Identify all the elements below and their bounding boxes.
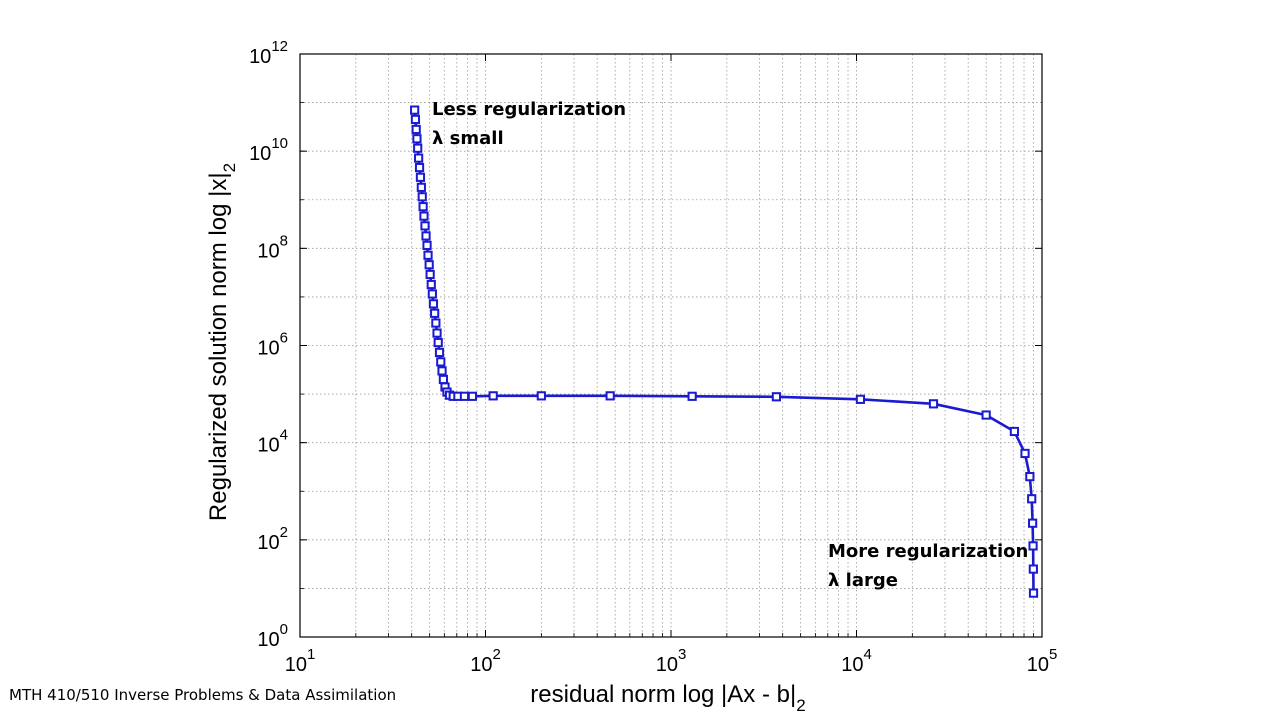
data-point-marker: [432, 328, 442, 338]
data-point-marker: [415, 172, 426, 182]
data-point-marker: [437, 366, 447, 376]
y-tick-label: 100: [257, 621, 288, 651]
data-point-marker: [419, 211, 429, 221]
data-point-marker: [438, 374, 449, 385]
data-point-marker: [411, 124, 421, 135]
data-point-marker: [1020, 448, 1030, 459]
y-tick-label: 108: [257, 232, 288, 262]
data-point-marker: [414, 162, 425, 173]
data-point-marker: [459, 391, 470, 401]
series-curve: [413, 109, 1035, 594]
data-point-marker: [431, 318, 441, 328]
data-point-marker: [928, 399, 939, 409]
annotation-lambda-small: λ small: [432, 128, 504, 149]
x-tick-label: 103: [656, 646, 687, 676]
data-point-marker: [430, 308, 440, 318]
data-point-marker: [1027, 494, 1037, 504]
x-tick-label: 101: [285, 646, 316, 676]
data-point-marker: [421, 231, 431, 241]
data-point-marker: [433, 337, 443, 348]
data-point-marker: [420, 221, 430, 231]
annotation-less-regularization: Less regularization: [432, 99, 626, 120]
data-point-marker: [488, 391, 498, 401]
y-tick-label: 106: [257, 330, 288, 360]
data-point-marker: [981, 410, 991, 420]
data-point-marker: [687, 391, 697, 401]
data-point-marker: [412, 134, 422, 144]
data-point-marker: [1028, 588, 1039, 598]
data-point-marker: [418, 202, 428, 212]
data-point-marker: [436, 357, 446, 367]
series-markers: [410, 105, 1039, 598]
series-line: [413, 109, 1035, 594]
data-point-marker: [427, 289, 437, 299]
data-point-marker: [417, 192, 427, 202]
data-point-marker: [434, 347, 445, 358]
data-point-marker: [413, 143, 423, 153]
footer-course-title: MTH 410/510 Inverse Problems & Data Assi…: [9, 686, 397, 704]
data-point-marker: [423, 250, 433, 260]
y-tick-label: 104: [257, 427, 288, 457]
y-tick-label: 1010: [249, 135, 288, 165]
data-point-marker: [428, 299, 439, 309]
data-point-marker: [425, 269, 435, 280]
data-point-marker: [414, 153, 424, 163]
y-axis-label: Regularized solution norm log |x|2: [205, 163, 239, 521]
data-point-marker: [422, 240, 432, 250]
grid-lines: [300, 54, 1042, 637]
data-point-marker: [410, 114, 421, 125]
data-point-marker: [467, 391, 478, 401]
data-point-marker: [1028, 564, 1038, 574]
data-point-marker: [1009, 426, 1020, 437]
x-tick-label: 102: [470, 646, 501, 676]
data-point-marker: [855, 394, 866, 404]
x-tick-label: 104: [841, 646, 872, 676]
data-point-marker: [424, 260, 434, 270]
data-point-marker: [1025, 472, 1035, 482]
data-point-marker: [771, 392, 782, 402]
data-point-marker: [536, 391, 546, 401]
x-axis-label: residual norm log |Ax - b|2: [530, 681, 805, 715]
data-point-marker: [410, 105, 420, 115]
y-tick-label: 1012: [249, 38, 288, 68]
annotation-more-regularization: More regularization: [828, 541, 1028, 562]
data-point-marker: [426, 279, 436, 290]
data-point-marker: [1028, 518, 1038, 528]
annotation-lambda-large: λ large: [828, 570, 898, 591]
data-point-marker: [1028, 541, 1038, 551]
data-point-marker: [605, 391, 615, 401]
data-point-marker: [416, 182, 426, 192]
y-tick-label: 102: [257, 524, 288, 554]
axis-ticks: 101 102 103 104 105 100 102 104 106 108 1010 1012: [249, 38, 1057, 676]
x-tick-label: 105: [1027, 646, 1058, 676]
